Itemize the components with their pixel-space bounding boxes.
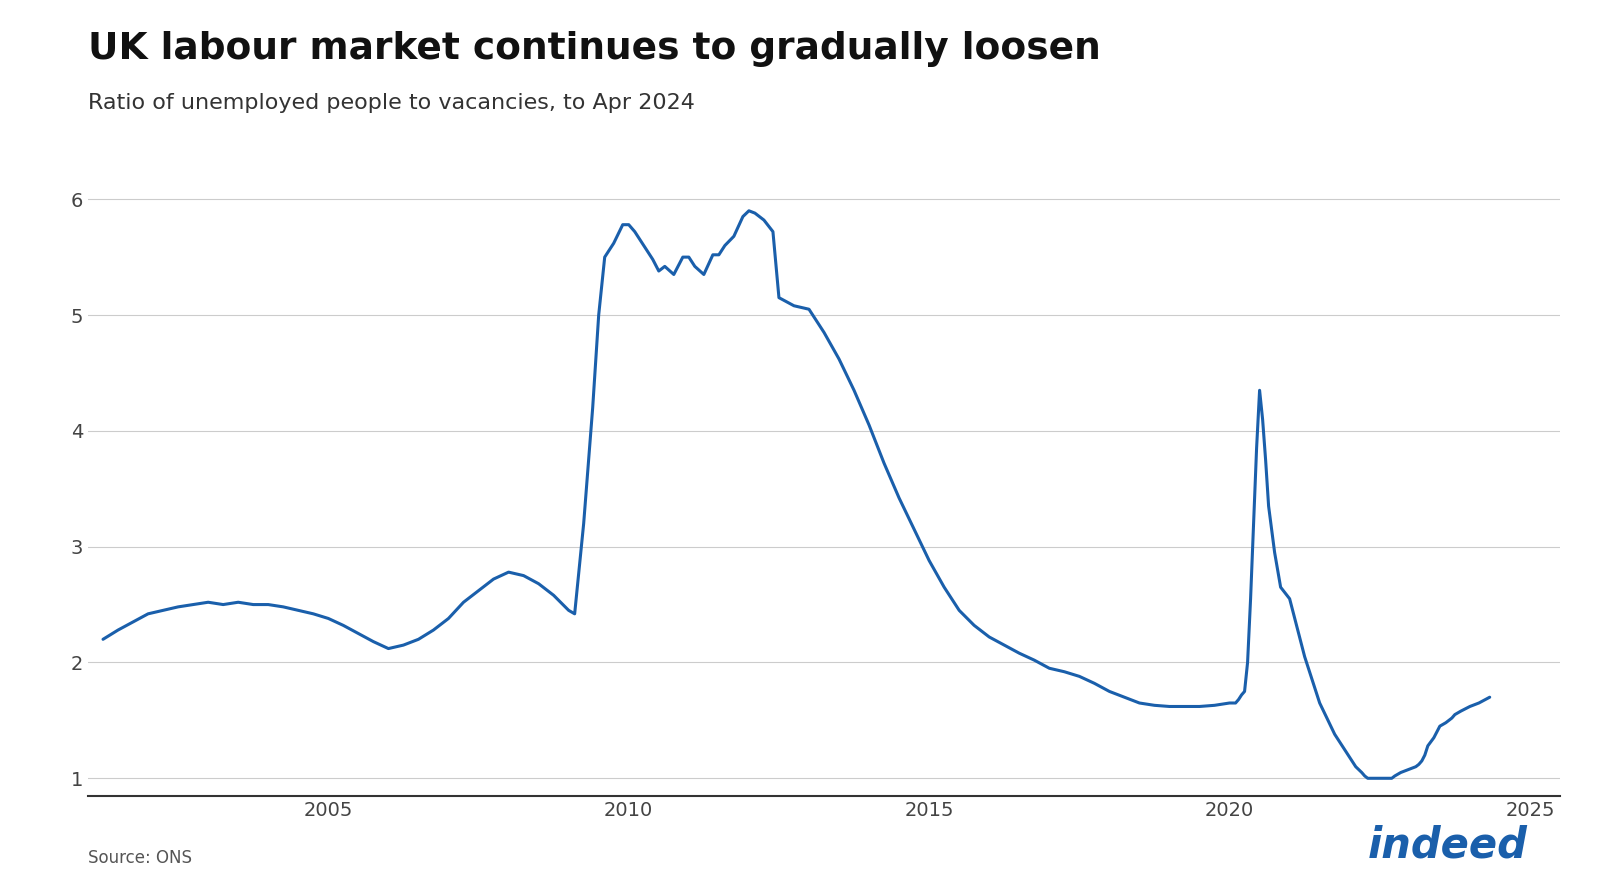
Text: indeed: indeed — [1368, 825, 1528, 867]
Text: Ratio of unemployed people to vacancies, to Apr 2024: Ratio of unemployed people to vacancies,… — [88, 93, 694, 113]
Text: UK labour market continues to gradually loosen: UK labour market continues to gradually … — [88, 31, 1101, 67]
Text: Source: ONS: Source: ONS — [88, 849, 192, 867]
